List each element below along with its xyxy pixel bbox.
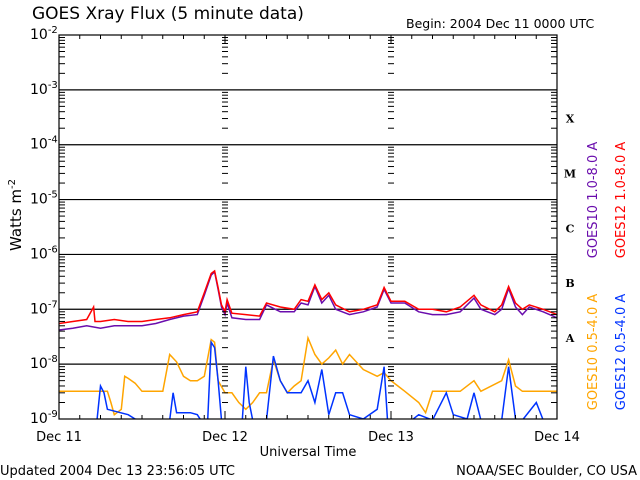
- y-tick-exp: -9: [48, 409, 58, 420]
- y-tick-label: 10-7: [30, 299, 58, 317]
- y-tick-exp: -5: [48, 190, 58, 201]
- begin-label: Begin: 2004 Dec 11 0000 UTC: [406, 16, 594, 31]
- footer-credit: NOAA/SEC Boulder, CO USA: [456, 464, 637, 479]
- y-tick-label: 10-5: [30, 190, 58, 208]
- y-tick-exp: -8: [48, 354, 58, 365]
- series-line-3: [96, 339, 544, 419]
- y-tick-exp: -2: [48, 25, 58, 36]
- legend-entry: GOES12 1.0-8.0 A: [614, 142, 629, 259]
- flare-class-label: A: [565, 332, 575, 345]
- y-tick-base: 10: [30, 192, 48, 208]
- y-tick-exp: -7: [48, 299, 58, 310]
- y-tick-label: 10-4: [30, 135, 58, 153]
- legend-entry: GOES10 0.5-4.0 A: [586, 294, 601, 411]
- y-tick-base: 10: [30, 137, 48, 153]
- legend-entry: GOES10 1.0-8.0 A: [586, 142, 601, 259]
- flare-class-label: X: [566, 113, 575, 126]
- series-line-1: [59, 269, 557, 325]
- y-tick-label: 10-8: [30, 354, 58, 372]
- y-tick-exp: -6: [48, 244, 58, 255]
- y-axis-label-text: Watts m: [7, 189, 25, 251]
- x-tick-label: Dec 12: [202, 430, 248, 445]
- y-tick-label: 10-3: [30, 80, 58, 98]
- y-tick-base: 10: [30, 246, 48, 262]
- y-tick-exp: -3: [48, 80, 58, 91]
- x-tick-label: Dec 14: [534, 430, 580, 445]
- y-axis-label-exp: -2: [7, 179, 18, 189]
- footer-updated: Updated 2004 Dec 13 23:56:05 UTC: [0, 464, 235, 479]
- flare-class-label: M: [564, 167, 576, 180]
- x-tick-label: Dec 11: [36, 430, 82, 445]
- y-tick-base: 10: [30, 27, 48, 43]
- x-axis-label: Universal Time: [260, 445, 357, 460]
- svg-text:Watts m-2: Watts m-2: [7, 179, 25, 251]
- y-tick-label: 10-2: [30, 25, 58, 43]
- y-tick-label: 10-9: [30, 409, 58, 427]
- y-tick-base: 10: [30, 356, 48, 372]
- chart-title: GOES Xray Flux (5 minute data): [32, 4, 304, 24]
- y-tick-base: 10: [30, 82, 48, 98]
- flare-class-label: C: [566, 222, 575, 235]
- plot-frame: [58, 34, 558, 420]
- y-axis-label: Watts m-2: [7, 179, 25, 251]
- y-tick-label: 10-6: [30, 244, 58, 262]
- series-line-2: [59, 335, 557, 416]
- y-tick-exp: -4: [48, 135, 58, 146]
- x-tick-label: Dec 13: [368, 430, 414, 445]
- y-tick-base: 10: [30, 301, 48, 317]
- y-tick-base: 10: [30, 411, 48, 427]
- legend-entry: GOES12 0.5-4.0 A: [614, 294, 629, 411]
- flare-class-label: B: [565, 277, 574, 290]
- series-line-0: [59, 270, 557, 331]
